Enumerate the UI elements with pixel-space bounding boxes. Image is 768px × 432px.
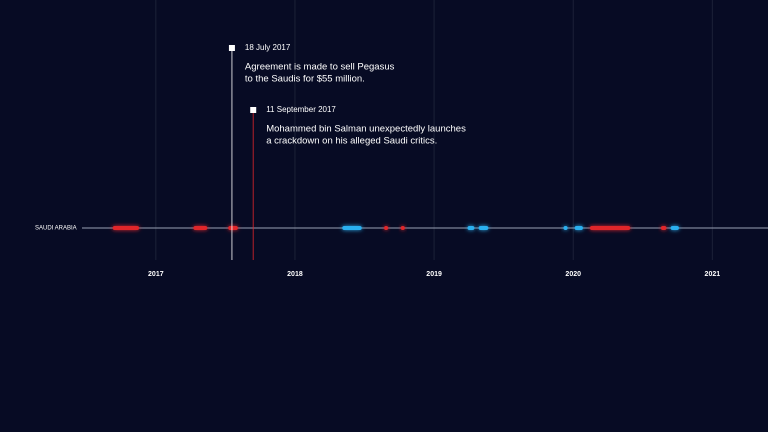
event bbox=[660, 226, 667, 230]
x-tick-label: 2017 bbox=[148, 271, 164, 278]
event bbox=[112, 226, 140, 230]
event bbox=[478, 226, 489, 230]
event bbox=[467, 226, 475, 230]
event bbox=[228, 226, 238, 230]
annotation-text: a crackdown on his alleged Saudi critics… bbox=[266, 136, 437, 147]
event bbox=[342, 226, 362, 230]
annotation-text: to the Saudis for $55 million. bbox=[245, 74, 365, 85]
x-tick-label: 2020 bbox=[565, 271, 581, 278]
event bbox=[589, 226, 631, 230]
annotation-text: Mohammed bin Salman unexpectedly launche… bbox=[266, 124, 466, 135]
event bbox=[574, 226, 583, 230]
event bbox=[193, 226, 208, 230]
event bbox=[563, 226, 568, 230]
event bbox=[384, 226, 389, 230]
x-tick-label: 2021 bbox=[705, 271, 721, 278]
event bbox=[670, 226, 679, 230]
row-label: SAUDI ARABIA bbox=[35, 226, 77, 232]
annotation-date: 11 September 2017 bbox=[266, 105, 336, 114]
annotation-date: 18 July 2017 bbox=[245, 43, 291, 52]
event bbox=[400, 226, 405, 230]
x-tick-label: 2019 bbox=[426, 271, 442, 278]
annotation-text: Agreement is made to sell Pegasus bbox=[245, 62, 395, 73]
x-tick-label: 2018 bbox=[287, 271, 303, 278]
annotation-marker bbox=[228, 45, 235, 51]
annotation-marker bbox=[250, 107, 257, 113]
